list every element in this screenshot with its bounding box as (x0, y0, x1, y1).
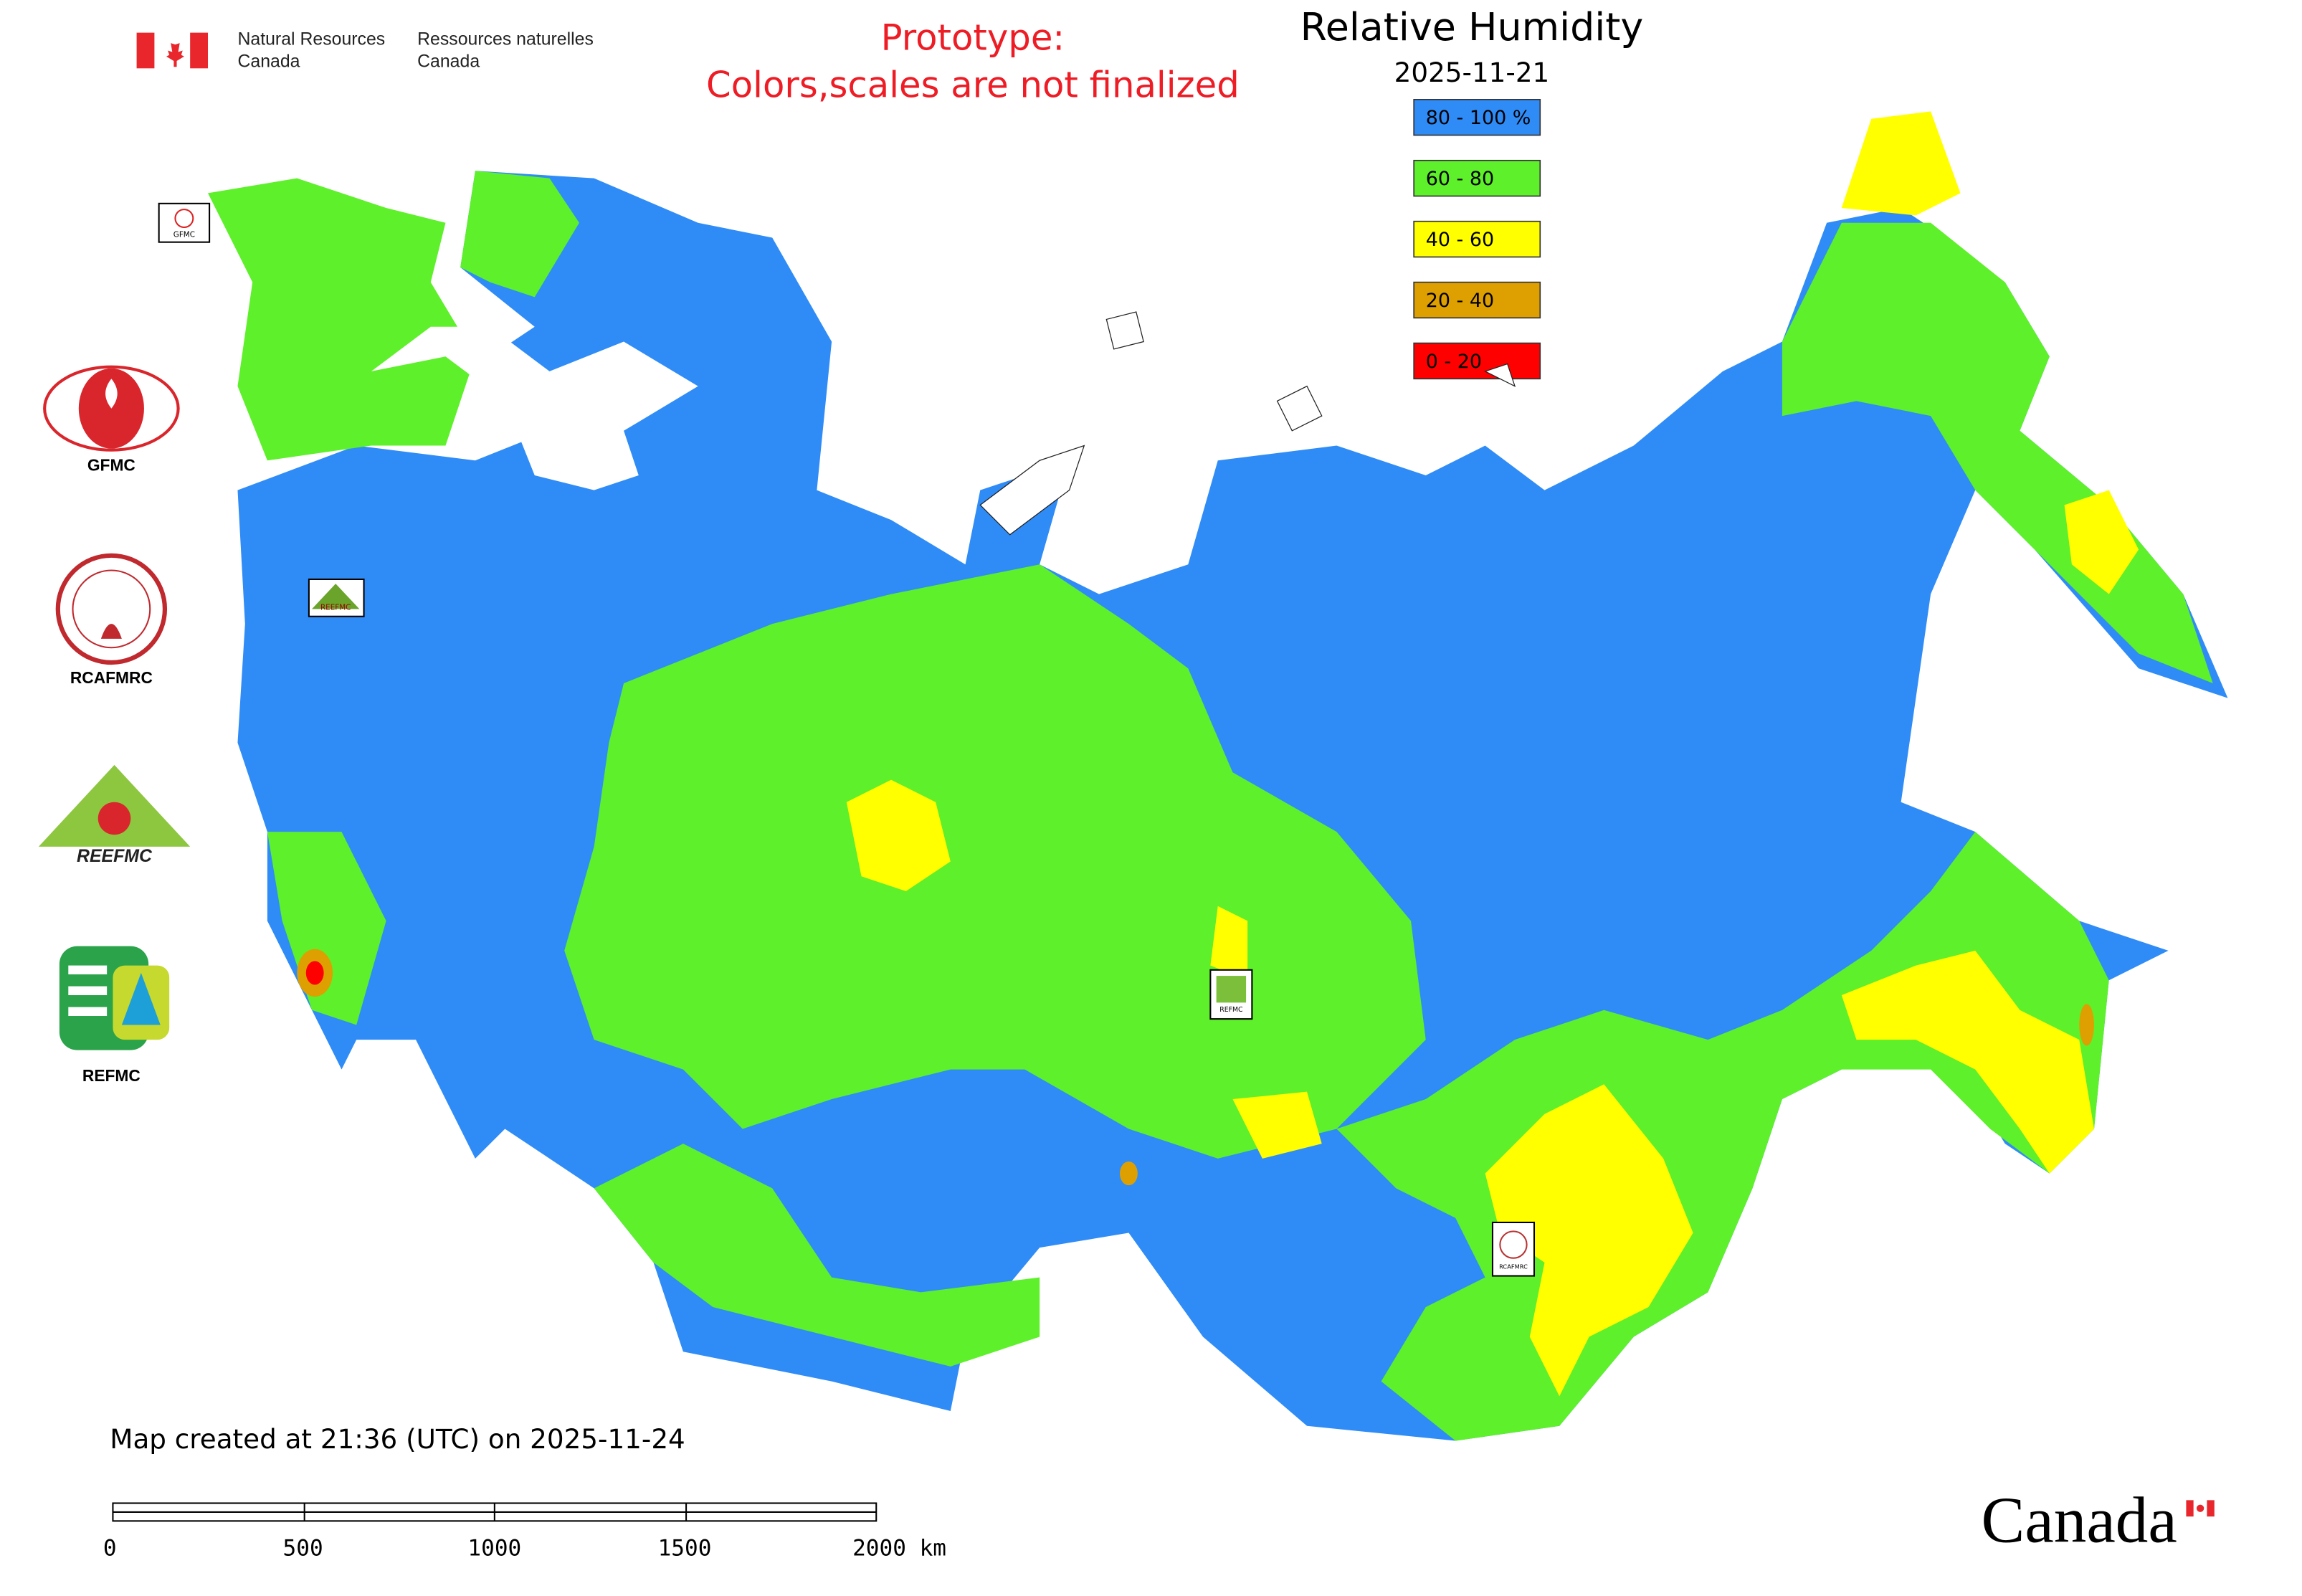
scale-label: 1500 (658, 1536, 712, 1562)
scale-label: 500 (283, 1536, 323, 1562)
logo-rcafmrc: RCAFMRC (55, 553, 168, 687)
legend-swatch (1413, 220, 1541, 258)
legend-swatch (1413, 98, 1541, 136)
agency-fr: Ressources naturelles (417, 30, 594, 49)
region (1485, 1084, 1693, 1397)
logo-reefmc: REEFMC (38, 764, 191, 866)
wordmark-flag (2186, 1500, 2215, 1517)
legend-swatch (1413, 342, 1541, 380)
agency-en: Canada (237, 52, 300, 72)
legend: 80 - 100 % 60 - 80 40 - 60 20 - 40 0 - 20 (1413, 98, 1541, 380)
region (305, 961, 324, 985)
region (2064, 490, 2139, 594)
map-marker: REEFMC (308, 578, 365, 617)
legend-label: 0 - 20 (1426, 351, 1482, 373)
logo-label: GFMC (87, 456, 135, 475)
region (267, 832, 386, 1025)
logo-label: RCAFMRC (70, 668, 153, 687)
region (1232, 1091, 1322, 1159)
prototype-notice: Colors,scales are not finalized (706, 65, 1240, 106)
logo-label: REEFMC (77, 847, 153, 866)
logo-gfmc: GFMC (43, 365, 180, 475)
scale-bar (112, 1502, 877, 1522)
marker-label: REFMC (1219, 1006, 1242, 1014)
created-note: Map created at 21:36 (UTC) on 2025-11-24 (110, 1423, 685, 1455)
logo-label: REFMC (82, 1066, 141, 1085)
humidity-map (208, 111, 2228, 1441)
scale-label: 0 (103, 1536, 117, 1562)
agency-fr: Canada (417, 52, 480, 72)
marker-label: REEFMC (320, 603, 351, 612)
region (1210, 906, 1248, 981)
region (208, 178, 475, 461)
logo-refmc: REFMC (59, 946, 170, 1085)
legend-swatch (1413, 281, 1541, 319)
canada-flag (136, 32, 209, 69)
region (1841, 950, 2094, 1174)
map-date: 2025-11-21 (1394, 57, 1550, 88)
scale-label: 1000 (467, 1536, 521, 1562)
region (460, 171, 579, 298)
legend-label: 40 - 60 (1426, 229, 1494, 251)
map-title: Relative Humidity (1300, 4, 1644, 49)
marker-label: GFMC (173, 230, 195, 239)
region (2079, 1004, 2094, 1046)
legend-label: 20 - 40 (1426, 290, 1494, 312)
region (846, 779, 951, 891)
map-marker: REFMC (1209, 969, 1253, 1020)
map-marker: RCAFMRC (1491, 1221, 1536, 1277)
map-marker: GFMC (158, 202, 211, 243)
legend-label: 60 - 80 (1426, 168, 1494, 190)
region (594, 1144, 1040, 1367)
agency-en: Natural Resources (237, 30, 385, 49)
region (1119, 1162, 1138, 1186)
legend-swatch (1413, 159, 1541, 197)
region (1841, 111, 1961, 216)
canada-wordmark: Canada (1982, 1484, 2177, 1557)
scale-label: 2000 km (852, 1536, 946, 1562)
marker-label: RCAFMRC (1499, 1263, 1528, 1270)
prototype-notice: Prototype: (881, 16, 1065, 58)
legend-label: 80 - 100 % (1426, 107, 1531, 129)
